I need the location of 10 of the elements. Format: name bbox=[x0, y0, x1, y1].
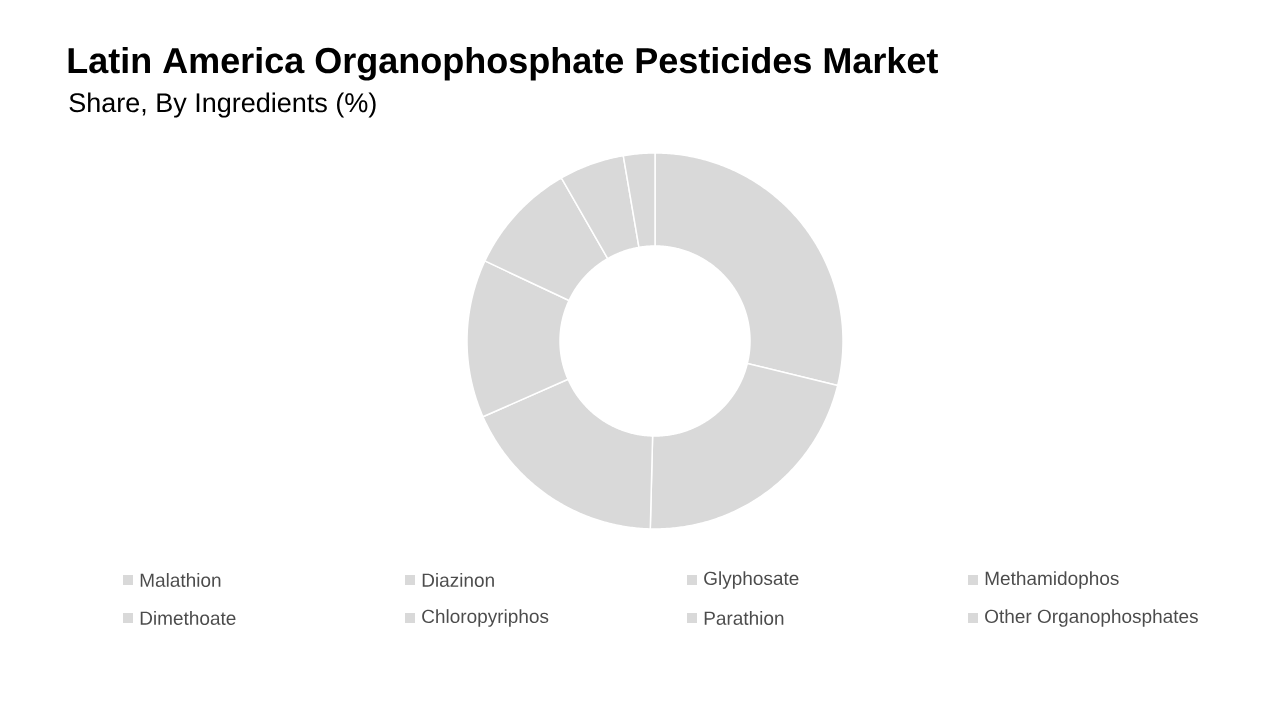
chart-subtitle: Share, By Ingredients (%) bbox=[69, 92, 376, 118]
legend-label: Glyphosate bbox=[704, 571, 799, 589]
legend-label: Methamidophos bbox=[985, 571, 1119, 589]
legend-label: Parathion bbox=[704, 611, 784, 625]
legend-label: Diazinon bbox=[422, 573, 494, 587]
legend-label: Dimethoate bbox=[140, 611, 236, 625]
legend-label: Chloropyriphos bbox=[422, 609, 549, 627]
legend-label: Malathion bbox=[140, 573, 221, 587]
legend-label: Other Organophosphates bbox=[985, 609, 1198, 627]
chart-title: Latin America Organophosphate Pesticides Market bbox=[68, 46, 938, 81]
